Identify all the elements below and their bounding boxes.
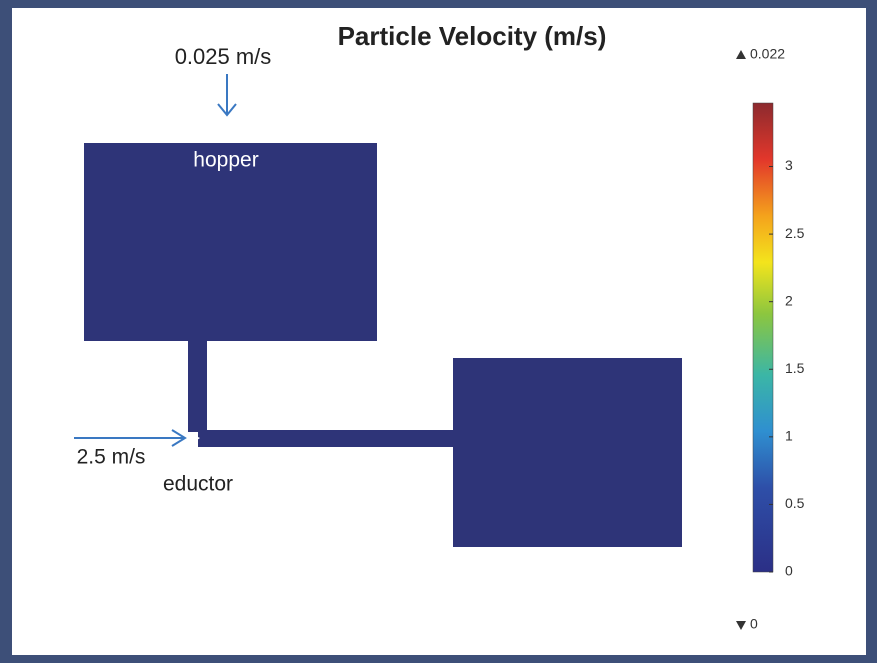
eductor-nozzle [188,432,200,446]
tick-label: 3 [785,157,793,173]
horizontal-pipe [198,430,455,447]
arrow-head [217,103,237,117]
arrow-head [171,429,187,447]
tick-label: 2.5 [785,225,805,241]
vertical-pipe [188,340,207,432]
max-label: 0.022 [750,46,785,62]
tick-label: 1 [785,428,793,444]
hopper-label: hopper [193,149,258,172]
tick-label: 0 [785,563,793,579]
min-label: 0 [750,616,758,632]
min-marker [736,621,746,630]
receiver-domain [453,358,682,547]
inlet-label: 2.5 m/s [77,446,146,469]
inlet-label: 0.025 m/s [175,44,272,69]
hopper-domain [84,143,377,341]
colorbar [752,102,774,573]
title: Particle Velocity (m/s) [338,21,607,51]
eductor-label: eductor [163,473,233,496]
tick-label: 0.5 [785,495,805,511]
tick-label: 2 [785,292,793,308]
max-marker [736,50,746,59]
tick-label: 1.5 [785,360,805,376]
